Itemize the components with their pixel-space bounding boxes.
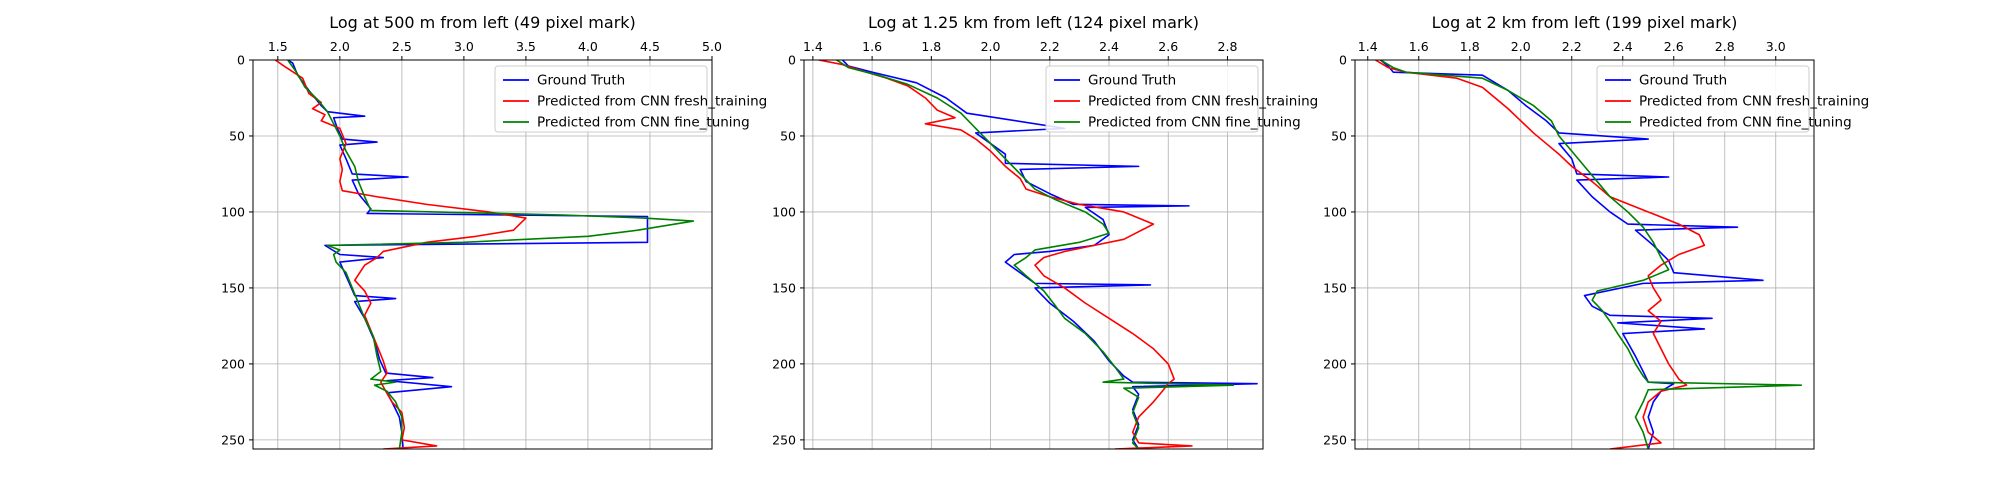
y-tick-label: 200 xyxy=(1323,356,1347,371)
x-tick-label: 4.5 xyxy=(640,39,660,54)
legend-entry-label: Ground Truth xyxy=(537,73,625,89)
x-tick-label: 1.6 xyxy=(862,39,882,54)
chart-title: Log at 500 m from left (49 pixel mark) xyxy=(329,13,636,32)
y-tick-label: 200 xyxy=(772,356,796,371)
y-tick-label: 250 xyxy=(221,432,245,447)
series-line-ground-truth xyxy=(287,60,649,449)
legend-entry-label: Ground Truth xyxy=(1088,73,1176,89)
y-tick-label: 100 xyxy=(1323,204,1347,219)
x-tick-label: 2.0 xyxy=(330,39,350,54)
y-tick-label: 150 xyxy=(221,280,245,295)
y-tick-label: 250 xyxy=(772,432,796,447)
chart-title: Log at 1.25 km from left (124 pixel mark… xyxy=(868,13,1199,32)
x-tick-label: 2.6 xyxy=(1664,39,1684,54)
x-tick-label: 2.4 xyxy=(1099,39,1119,54)
y-tick-label: 200 xyxy=(221,356,245,371)
x-tick-label: 1.5 xyxy=(268,39,288,54)
y-tick-label: 0 xyxy=(1339,53,1347,68)
series-line-fine-tuning xyxy=(1380,60,1803,449)
y-tick-label: 250 xyxy=(1323,432,1347,447)
x-tick-label: 3.0 xyxy=(454,39,474,54)
legend-entry-label: Predicted from CNN fresh_training xyxy=(537,94,767,110)
series-line-fine-tuning xyxy=(836,60,1235,449)
axes-frame xyxy=(803,59,1264,450)
legend-entry-label: Predicted from CNN fine_tuning xyxy=(537,115,750,131)
x-tick-label: 1.4 xyxy=(803,39,823,54)
y-tick-label: 50 xyxy=(1331,128,1347,143)
series-group xyxy=(1374,60,1803,449)
series-line-fresh-training xyxy=(274,60,527,449)
x-tick-label: 1.4 xyxy=(1358,39,1378,54)
x-tick-label: 1.6 xyxy=(1409,39,1429,54)
x-tick-label: 3.0 xyxy=(1766,39,1786,54)
chart-panel-3: 1.4 1.6 1.8 2.0 2.2 2.4 2.6 2.8 3.0 0 50 100 150 200 2… xyxy=(1323,13,1869,450)
series-group xyxy=(818,60,1258,449)
legend-entry-label: Predicted from CNN fresh_training xyxy=(1088,94,1318,110)
x-tick-label: 2.8 xyxy=(1715,39,1735,54)
legend: Ground Truth Predicted from CNN fresh_tra… xyxy=(1045,65,1318,133)
x-tick-label: 2.8 xyxy=(1218,39,1238,54)
y-tick-label: 50 xyxy=(229,128,245,143)
y-tick-label: 50 xyxy=(780,128,796,143)
x-tick-label: 1.8 xyxy=(921,39,941,54)
series-group xyxy=(274,60,695,449)
x-tick-label: 5.0 xyxy=(702,39,722,54)
legend-entry-label: Predicted from CNN fresh_training xyxy=(1639,94,1869,110)
x-tick-label: 2.2 xyxy=(1040,39,1060,54)
x-tick-label: 4.0 xyxy=(578,39,598,54)
series-line-fine-tuning xyxy=(287,60,695,449)
y-tick-label: 100 xyxy=(221,204,245,219)
legend: Ground Truth Predicted from CNN fresh_tra… xyxy=(1596,65,1869,133)
x-tick-label: 1.8 xyxy=(1460,39,1480,54)
series-line-fresh-training xyxy=(818,60,1193,449)
legend-entry-label: Predicted from CNN fine_tuning xyxy=(1088,115,1301,131)
legend-entry-label: Ground Truth xyxy=(1639,73,1727,89)
x-tick-label: 2.6 xyxy=(1158,39,1178,54)
chart-title: Log at 2 km from left (199 pixel mark) xyxy=(1432,13,1738,32)
y-tick-label: 150 xyxy=(1323,280,1347,295)
axes-frame xyxy=(1354,59,1815,450)
y-tick-label: 150 xyxy=(772,280,796,295)
x-tick-label: 2.2 xyxy=(1562,39,1582,54)
legend: Ground Truth Predicted from CNN fresh_tra… xyxy=(494,65,767,133)
legend-entry-label: Predicted from CNN fine_tuning xyxy=(1639,115,1852,131)
legend-box xyxy=(494,65,708,133)
y-tick-label: 100 xyxy=(772,204,796,219)
legend-box xyxy=(1596,65,1810,133)
series-line-fresh-training xyxy=(1374,60,1706,449)
y-tick-label: 0 xyxy=(237,53,245,68)
x-tick-label: 3.5 xyxy=(516,39,536,54)
chart-panel-1: 1.5 2.0 2.5 3.0 3.5 4.0 4.5 5.0 0 50 100 150 200 250 L… xyxy=(221,13,767,450)
x-tick-label: 2.0 xyxy=(981,39,1001,54)
legend-box xyxy=(1045,65,1259,133)
x-tick-label: 2.5 xyxy=(392,39,412,54)
x-tick-label: 2.4 xyxy=(1613,39,1633,54)
y-tick-label: 0 xyxy=(788,53,796,68)
series-line-ground-truth xyxy=(1380,60,1764,449)
x-tick-label: 2.0 xyxy=(1511,39,1531,54)
axes-frame xyxy=(252,59,713,450)
chart-panel-2: 1.4 1.6 1.8 2.0 2.2 2.4 2.6 2.8 0 50 100 150 200 250 L… xyxy=(772,13,1318,450)
